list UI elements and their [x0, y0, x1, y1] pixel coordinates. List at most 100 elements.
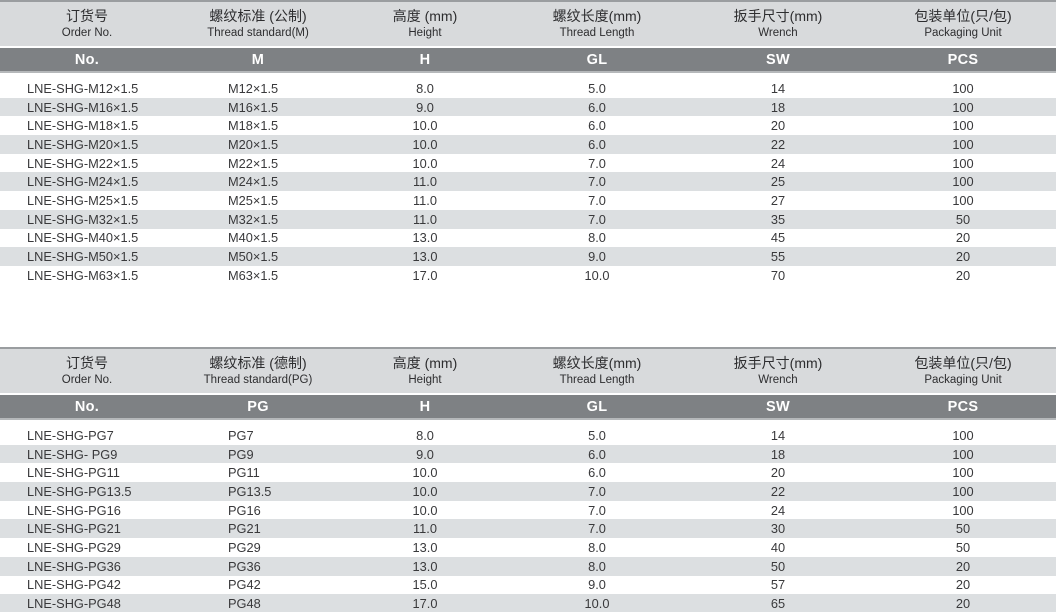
column-header-height: 高度 (mm) Height — [342, 349, 508, 393]
column-header-thread_standard: 螺纹标准 (公制) Thread standard(M) — [174, 2, 342, 46]
cell-packaging_unit: 100 — [952, 80, 974, 96]
code-header-row: No. M H GL SW PCS — [0, 48, 1056, 73]
column-title-en: Height — [408, 26, 442, 39]
table-row: LNE-SHG-M20×1.5 M20×1.5 10.0 6.0 22 100 — [0, 135, 1056, 154]
cell-order_no: LNE-SHG-PG11 — [27, 465, 120, 481]
cell-thread_length: 7.0 — [588, 155, 606, 171]
cell-thread_standard: M40×1.5 — [228, 230, 279, 246]
cell-thread_standard: PG36 — [228, 558, 261, 574]
cell-order_no: LNE-SHG-PG29 — [27, 539, 121, 555]
table-row: LNE-SHG- PG9 PG9 9.0 6.0 18 100 — [0, 444, 1056, 464]
code-header-height: H — [419, 51, 431, 68]
column-header-thread_length: 螺纹长度(mm) Thread Length — [508, 2, 686, 46]
cell-height: 13.0 — [412, 249, 438, 265]
table-row: LNE-SHG-M12×1.5 M12×1.5 8.0 5.0 14 100 — [0, 79, 1056, 98]
column-header-thread_length: 螺纹长度(mm) Thread Length — [508, 349, 686, 393]
cell-wrench: 65 — [770, 596, 786, 612]
table-row: LNE-SHG-M22×1.5 M22×1.5 10.0 7.0 24 100 — [0, 154, 1056, 173]
cell-height: 13.0 — [412, 539, 438, 555]
cell-packaging_unit: 20 — [955, 558, 971, 574]
cell-packaging_unit: 100 — [952, 483, 974, 499]
cell-thread_length: 6.0 — [588, 118, 606, 134]
cell-thread_standard: PG16 — [228, 502, 261, 518]
cell-height: 11.0 — [413, 211, 437, 227]
cell-height: 11.0 — [413, 192, 437, 208]
cell-thread_length: 6.0 — [588, 136, 606, 152]
cell-height: 10.0 — [412, 118, 438, 134]
pg-thread-table: 订货号 Order No. 螺纹标准 (德制) Thread standard(PG)… — [0, 347, 1056, 612]
column-title-zh: 螺纹标准 (公制) — [209, 8, 307, 25]
cell-thread_length: 5.0 — [588, 427, 606, 443]
cell-height: 11.0 — [413, 521, 437, 537]
table-body: LNE-SHG-PG7 PG7 8.0 5.0 14 100 LNE-SHG- PG9 PG9… — [0, 426, 1056, 612]
cell-thread_length: 8.0 — [588, 230, 606, 246]
cell-wrench: 35 — [770, 211, 786, 227]
column-header-packaging_unit: 包装单位(只/包) Packaging Unit — [870, 349, 1056, 393]
table-row: LNE-SHG-PG7 PG7 8.0 5.0 14 100 — [0, 426, 1056, 445]
cell-packaging_unit: 20 — [955, 596, 971, 612]
cell-order_no: LNE-SHG-PG42 — [27, 577, 121, 593]
column-title-en: Thread Length — [559, 373, 635, 386]
cell-thread_standard: M22×1.5 — [228, 155, 279, 171]
cell-order_no: LNE-SHG-M18×1.5 — [27, 118, 139, 134]
code-header-thread_standard: M — [251, 51, 265, 68]
table-row: LNE-SHG-M40×1.5 M40×1.5 13.0 8.0 45 20 — [0, 229, 1056, 248]
cell-packaging_unit: 50 — [955, 521, 971, 537]
cell-wrench: 50 — [770, 558, 786, 574]
cell-order_no: LNE-SHG-M22×1.5 — [27, 155, 139, 171]
cell-packaging_unit: 100 — [952, 465, 974, 481]
cell-wrench: 20 — [770, 118, 786, 134]
cell-wrench: 14 — [770, 427, 786, 443]
cell-packaging_unit: 20 — [955, 249, 971, 265]
cell-thread_length: 6.0 — [588, 99, 606, 115]
column-title-en: Packaging Unit — [924, 373, 1002, 386]
cell-thread_standard: PG7 — [228, 427, 254, 443]
column-title-en: Order No. — [61, 373, 113, 386]
cell-thread_standard: M12×1.5 — [228, 80, 279, 96]
cell-packaging_unit: 20 — [955, 267, 971, 283]
cell-packaging_unit: 100 — [952, 446, 974, 462]
cell-wrench: 14 — [770, 80, 786, 96]
cell-order_no: LNE-SHG-PG21 — [27, 521, 121, 537]
table-row: LNE-SHG-M25×1.5 M25×1.5 11.0 7.0 27 100 — [0, 191, 1056, 210]
table-row: LNE-SHG-M50×1.5 M50×1.5 13.0 9.0 55 20 — [0, 247, 1056, 266]
column-header-wrench: 扳手尺寸(mm) Wrench — [686, 2, 870, 46]
cell-wrench: 18 — [770, 99, 786, 115]
column-title-zh: 螺纹长度(mm) — [552, 355, 642, 372]
column-header-wrench: 扳手尺寸(mm) Wrench — [686, 349, 870, 393]
cell-thread_standard: M50×1.5 — [228, 249, 279, 265]
cell-height: 8.0 — [416, 80, 434, 96]
column-header-thread_standard: 螺纹标准 (德制) Thread standard(PG) — [174, 349, 342, 393]
code-header-wrench: SW — [766, 51, 790, 68]
cell-wrench: 40 — [770, 539, 786, 555]
column-header-order_no: 订货号 Order No. — [0, 349, 174, 393]
cell-wrench: 45 — [770, 230, 786, 246]
cell-height: 17.0 — [412, 596, 438, 612]
cell-packaging_unit: 100 — [952, 192, 974, 208]
column-title-zh: 扳手尺寸(mm) — [733, 8, 823, 25]
column-title-en: Height — [408, 373, 442, 386]
code-header-packaging_unit: PCS — [947, 398, 979, 415]
column-title-zh: 螺纹标准 (德制) — [209, 355, 307, 372]
cell-order_no: LNE-SHG-PG16 — [27, 502, 121, 518]
cell-packaging_unit: 20 — [955, 577, 971, 593]
cell-height: 17.0 — [412, 267, 438, 283]
table-row: LNE-SHG-PG42 PG42 15.0 9.0 57 20 — [0, 576, 1056, 595]
cell-wrench: 24 — [770, 155, 786, 171]
table-row: LNE-SHG-PG36 PG36 13.0 8.0 50 20 — [0, 556, 1056, 576]
cell-wrench: 18 — [770, 446, 786, 462]
cell-thread_standard: M25×1.5 — [228, 192, 279, 208]
cell-thread_standard: PG9 — [228, 446, 254, 462]
cell-height: 10.0 — [412, 155, 438, 171]
column-title-en: Thread Length — [559, 26, 635, 39]
column-title-zh: 包装单位(只/包) — [914, 355, 1012, 372]
code-header-height: H — [419, 398, 431, 415]
cell-packaging_unit: 100 — [952, 502, 974, 518]
table-row: LNE-SHG-PG29 PG29 13.0 8.0 40 50 — [0, 538, 1056, 557]
table-row: LNE-SHG-M24×1.5 M24×1.5 11.0 7.0 25 100 — [0, 172, 1056, 192]
cell-order_no: LNE-SHG-PG7 — [27, 427, 114, 443]
cell-thread_standard: M63×1.5 — [228, 267, 279, 283]
cell-thread_standard: PG42 — [228, 577, 261, 593]
cell-packaging_unit: 100 — [952, 99, 974, 115]
cell-order_no: LNE-SHG-PG48 — [27, 596, 121, 612]
